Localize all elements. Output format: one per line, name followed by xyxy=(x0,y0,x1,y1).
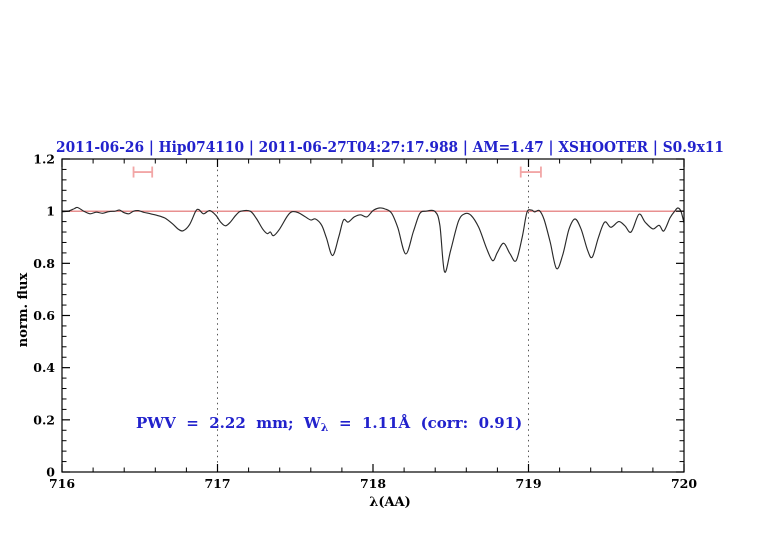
x-tick-label: 720 xyxy=(671,476,697,491)
y-axis-label: norm. flux xyxy=(16,273,31,348)
band-marker xyxy=(132,166,154,178)
y-tick-label: 1.2 xyxy=(33,152,55,167)
x-tick-label: 717 xyxy=(204,476,230,491)
x-tick-label: 718 xyxy=(360,476,386,491)
band-markers-layer xyxy=(132,166,542,178)
y-tick-label: 0 xyxy=(46,465,55,480)
spectrum-curve-layer xyxy=(61,206,685,273)
pwv-annotation: PWV = 2.22 mm; Wλ = 1.11Å (corr: 0.91) xyxy=(136,414,522,434)
y-tick-label: 1 xyxy=(46,204,55,219)
x-tick-label: 716 xyxy=(49,476,75,491)
pwv-annotation-lambda-subscript: λ xyxy=(321,421,329,434)
y-tick-label: 0.8 xyxy=(33,256,55,271)
pwv-annotation-post: = 1.11Å (corr: 0.91) xyxy=(329,414,523,432)
y-tick-label: 0.6 xyxy=(33,308,55,323)
x-tick-label: 719 xyxy=(515,476,541,491)
band-marker xyxy=(519,166,542,178)
pwv-annotation-pre: PWV = 2.22 mm; W xyxy=(136,414,322,432)
y-tick-label: 0.4 xyxy=(33,360,55,375)
axes-ticks-layer: 716 717 718 719 720 0 0.2 0.4 0.6 0.8 1 1.2 xyxy=(33,152,697,492)
x-axis-label: λ(AA) xyxy=(369,495,411,510)
y-tick-label: 0.2 xyxy=(33,412,55,427)
plot-title: 2011-06-26 | Hip074110 | 2011-06-27T04:2… xyxy=(56,138,724,156)
spectrum-line xyxy=(61,206,685,273)
